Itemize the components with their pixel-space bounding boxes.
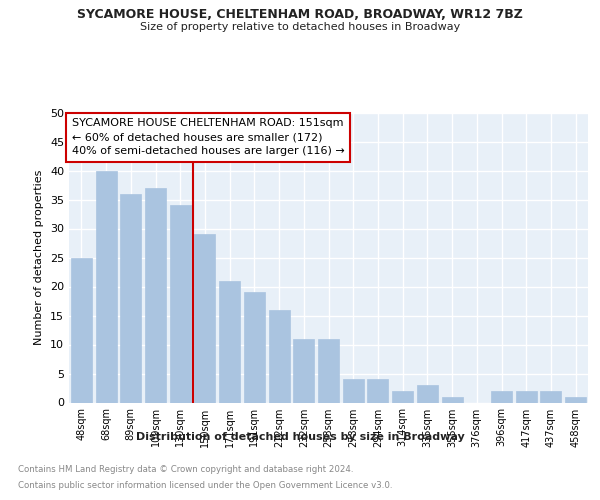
Text: Size of property relative to detached houses in Broadway: Size of property relative to detached ho… xyxy=(140,22,460,32)
Text: SYCAMORE HOUSE, CHELTENHAM ROAD, BROADWAY, WR12 7BZ: SYCAMORE HOUSE, CHELTENHAM ROAD, BROADWA… xyxy=(77,8,523,20)
Bar xyxy=(170,206,191,402)
Bar xyxy=(71,258,92,402)
Text: Distribution of detached houses by size in Broadway: Distribution of detached houses by size … xyxy=(136,432,464,442)
Bar xyxy=(219,280,240,402)
Bar xyxy=(293,338,314,402)
Bar xyxy=(145,188,166,402)
Bar xyxy=(95,170,116,402)
Bar xyxy=(565,396,586,402)
Bar xyxy=(120,194,141,402)
Bar xyxy=(392,391,413,402)
Bar xyxy=(244,292,265,403)
Bar xyxy=(367,380,388,402)
Text: Contains HM Land Registry data © Crown copyright and database right 2024.: Contains HM Land Registry data © Crown c… xyxy=(18,465,353,474)
Bar xyxy=(318,338,339,402)
Bar xyxy=(491,391,512,402)
Bar xyxy=(442,396,463,402)
Text: SYCAMORE HOUSE CHELTENHAM ROAD: 151sqm
← 60% of detached houses are smaller (172: SYCAMORE HOUSE CHELTENHAM ROAD: 151sqm ←… xyxy=(71,118,344,156)
Bar xyxy=(516,391,537,402)
Bar xyxy=(194,234,215,402)
Bar xyxy=(269,310,290,402)
Y-axis label: Number of detached properties: Number of detached properties xyxy=(34,170,44,345)
Text: Contains public sector information licensed under the Open Government Licence v3: Contains public sector information licen… xyxy=(18,481,392,490)
Bar xyxy=(417,385,438,402)
Bar xyxy=(343,380,364,402)
Bar xyxy=(541,391,562,402)
